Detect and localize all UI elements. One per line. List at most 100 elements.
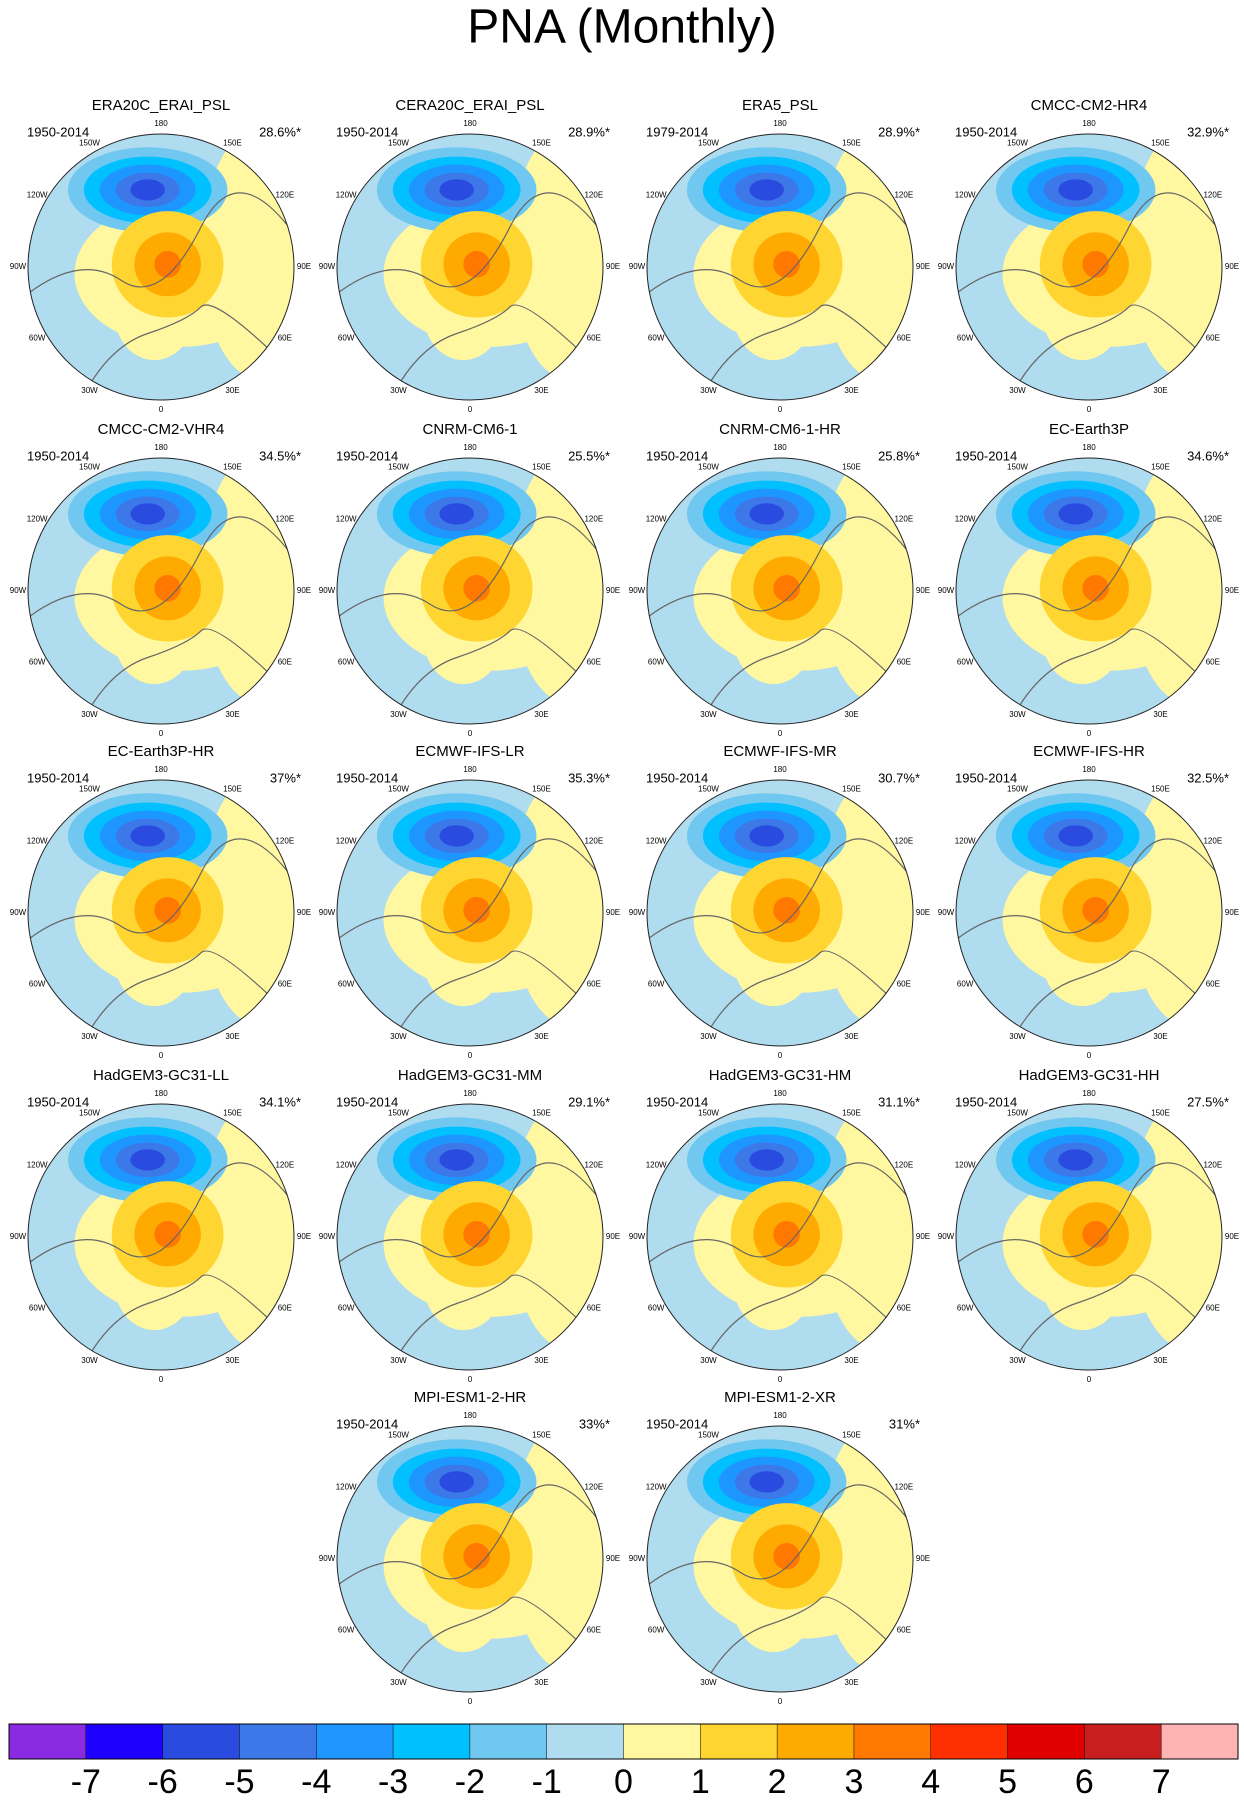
coastline <box>699 1596 913 1692</box>
low-contour <box>130 503 165 525</box>
colorbar-box <box>85 1724 163 1759</box>
lon-label: 30E <box>1153 1032 1167 1041</box>
lon-label: 150W <box>698 138 719 147</box>
lon-label: 150E <box>842 1108 861 1117</box>
coastline <box>699 950 913 1046</box>
lon-label: 180 <box>463 443 477 452</box>
panel-period: 1950-2014 <box>27 124 89 139</box>
coastline <box>699 1274 913 1370</box>
coastline <box>956 192 1222 295</box>
colorbar-label: -4 <box>301 1763 331 1801</box>
coastline <box>647 192 913 295</box>
lon-label: 90W <box>938 908 955 917</box>
coastline <box>647 838 913 941</box>
lon-label: 60E <box>278 980 292 989</box>
panel-title: EC-Earth3P-HR <box>108 743 215 760</box>
colorbar-label: 4 <box>921 1763 940 1801</box>
lon-label: 120E <box>1203 515 1222 524</box>
lon-label: 60E <box>897 1626 911 1635</box>
map-border <box>646 133 914 401</box>
lon-label: 30E <box>225 710 239 719</box>
lon-label: 120W <box>336 191 357 200</box>
panel-period: 1950-2014 <box>646 1094 708 1109</box>
colorbar-box <box>1007 1724 1085 1759</box>
lon-label: 30W <box>700 386 717 395</box>
lon-label: 0 <box>468 1375 473 1384</box>
panel-period: 1950-2014 <box>955 124 1017 139</box>
lon-label: 60W <box>957 658 974 667</box>
lon-label: 180 <box>463 765 477 774</box>
lon-label: 30E <box>534 1678 548 1687</box>
lon-label: 90E <box>606 1232 620 1241</box>
map <box>337 134 603 400</box>
lon-label: 60W <box>338 658 355 667</box>
lon-label: 150E <box>842 1430 861 1439</box>
lon-label: 120W <box>27 1161 48 1170</box>
lon-label: 120W <box>646 1161 667 1170</box>
panel-variance: 32.9%* <box>1187 124 1229 139</box>
high-contour <box>154 897 181 924</box>
panel-variance: 29.1%* <box>568 1094 610 1109</box>
lon-label: 30W <box>1009 386 1026 395</box>
panel-period: 1950-2014 <box>336 1094 398 1109</box>
map <box>647 780 913 1046</box>
coastline <box>389 1274 603 1370</box>
lon-label: 60E <box>1206 658 1220 667</box>
panel-period: 1950-2014 <box>336 770 398 785</box>
colorbar-label: -5 <box>224 1763 254 1801</box>
high-contour <box>463 575 490 602</box>
low-contour <box>1058 503 1093 525</box>
colorbar-label: -3 <box>378 1763 408 1801</box>
lon-label: 120E <box>894 837 913 846</box>
lon-label: 90W <box>10 586 27 595</box>
coastline <box>1008 950 1222 1046</box>
lon-label: 90E <box>1225 1232 1239 1241</box>
colorbar-label: 3 <box>844 1763 863 1801</box>
lon-label: 120W <box>955 515 976 524</box>
lon-label: 150E <box>842 138 861 147</box>
lon-label: 60W <box>338 980 355 989</box>
lon-label: 120E <box>584 1161 603 1170</box>
lon-label: 0 <box>1087 1375 1092 1384</box>
lon-label: 60E <box>897 980 911 989</box>
high-contour <box>154 251 181 278</box>
lon-label: 120E <box>584 191 603 200</box>
lon-label: 30E <box>844 1356 858 1365</box>
lon-label: 120W <box>646 837 667 846</box>
panel-period: 1950-2014 <box>646 770 708 785</box>
lon-label: 120E <box>584 1483 603 1492</box>
lon-label: 180 <box>1082 1089 1096 1098</box>
low-contour <box>439 179 474 201</box>
lon-label: 120W <box>955 837 976 846</box>
lon-label: 150E <box>842 462 861 471</box>
high-contour <box>463 251 490 278</box>
lon-label: 60E <box>587 658 601 667</box>
colorbar-box <box>9 1724 86 1759</box>
low-contour <box>1058 1149 1093 1171</box>
map-border <box>955 779 1223 1047</box>
lon-label: 30W <box>390 1356 407 1365</box>
lon-label: 60W <box>957 1304 974 1313</box>
lon-label: 150E <box>223 784 242 793</box>
lon-label: 180 <box>154 765 168 774</box>
lon-label: 150E <box>532 138 551 147</box>
lon-label: 30W <box>1009 710 1026 719</box>
lon-label: 60E <box>1206 1304 1220 1313</box>
lon-label: 30E <box>844 386 858 395</box>
lon-label: 90W <box>938 262 955 271</box>
lon-label: 0 <box>468 1051 473 1060</box>
colorbar-label: -7 <box>71 1763 101 1801</box>
lon-label: 150E <box>223 138 242 147</box>
coastline <box>1008 628 1222 724</box>
map-border <box>336 1103 604 1371</box>
lon-label: 60W <box>29 658 46 667</box>
low-contour <box>749 1471 784 1493</box>
lon-label: 30W <box>700 1356 717 1365</box>
lon-label: 150E <box>1151 1108 1170 1117</box>
lon-label: 150E <box>223 1108 242 1117</box>
high-contour <box>773 575 800 602</box>
lon-label: 120E <box>894 1161 913 1170</box>
lon-label: 90W <box>10 908 27 917</box>
coastline <box>28 516 294 619</box>
colorbar-label: -1 <box>532 1763 562 1801</box>
